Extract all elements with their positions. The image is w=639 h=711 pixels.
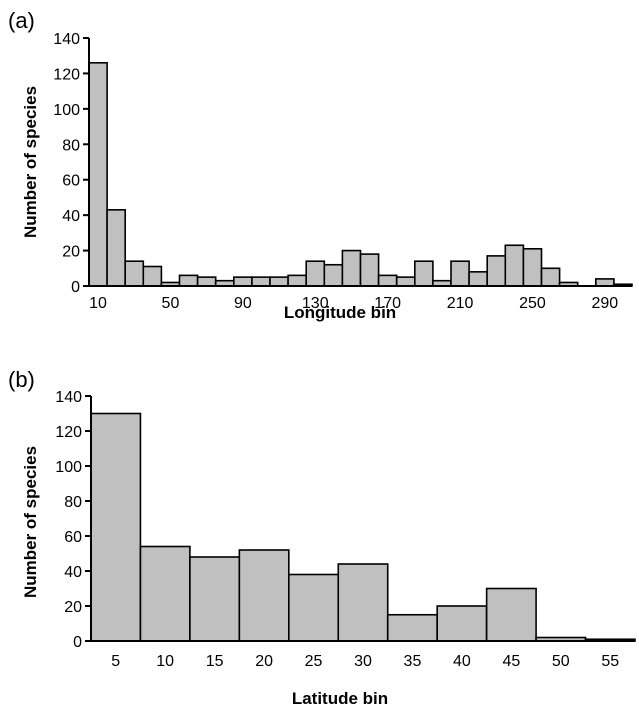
panel-a-bar <box>178 274 199 287</box>
panel-a: (a) 0 20 40 60 80 100 120 140 10 50 90 130 170 210 25… <box>8 8 633 322</box>
panel-b-bar <box>485 587 537 642</box>
panel-b-y-axis-title: Number of species <box>21 446 40 598</box>
panel-a-x-tick-label: 290 <box>591 295 618 312</box>
panel-b-x-tick-label: 10 <box>156 653 174 670</box>
panel-b-y-tick-label: 60 <box>64 529 82 546</box>
panel-a-x-tick-label: 10 <box>89 295 107 312</box>
panel-b-y-tick-label: 20 <box>64 599 82 616</box>
panel-a-x-tick-label: 130 <box>302 295 329 312</box>
panel-b-x-ticks: 5 10 15 20 25 30 35 40 45 50 55 <box>111 653 619 670</box>
panel-b-x-tick-label: 20 <box>255 653 273 670</box>
panel-a-bar <box>106 209 126 287</box>
panel-a-bar <box>305 260 326 287</box>
panel-b-x-tick-label: 40 <box>453 653 471 670</box>
panel-b-y-tick-label: 100 <box>55 459 82 476</box>
panel-b: (b) 0 20 40 60 80 100 120 140 5 10 15 20 25 30 35 40 45… <box>8 367 636 708</box>
panel-a-bar <box>269 276 289 287</box>
panel-b-x-tick-label: 55 <box>601 653 619 670</box>
panel-a-bar <box>196 276 217 287</box>
panel-a-y-tick-label: 140 <box>53 31 80 48</box>
panel-a-bar <box>88 61 108 287</box>
panel-a-y-tick-label: 60 <box>62 173 80 190</box>
panel-a-x-tick-label: 170 <box>374 295 401 312</box>
panel-b-y-tick-label: 80 <box>64 494 82 511</box>
panel-a-bar <box>504 244 525 287</box>
panel-b-y-tick-label: 120 <box>55 424 82 441</box>
panel-a-x-tick-label: 50 <box>162 295 180 312</box>
panel-a-y-tick-label: 20 <box>62 244 80 261</box>
panel-b-bar <box>288 573 340 642</box>
panel-a-bar <box>251 276 271 287</box>
panel-b-bar <box>139 545 191 642</box>
panel-b-bar <box>436 605 488 642</box>
panel-b-x-axis-title: Latitude bin <box>292 689 388 708</box>
panel-a-bar <box>142 265 163 287</box>
panel-a-bar <box>124 260 145 287</box>
panel-b-label: (b) <box>8 367 35 392</box>
panel-a-label: (a) <box>8 8 35 33</box>
panel-b-bar <box>189 556 241 642</box>
panel-b-bar <box>238 549 290 642</box>
panel-a-bar <box>486 255 507 287</box>
panel-a-y-tick-label: 0 <box>71 279 80 296</box>
panel-b-y-tick-label: 140 <box>55 389 82 406</box>
panel-a-y-tick-label: 80 <box>62 137 80 154</box>
panel-a-bar <box>468 271 489 287</box>
panel-a-bar <box>233 276 253 287</box>
panel-a-bar <box>450 260 470 287</box>
panel-b-bar <box>90 412 142 642</box>
panel-b-x-tick-label: 50 <box>552 653 570 670</box>
panel-a-y-ticks: 0 20 40 60 80 100 120 140 <box>53 31 89 296</box>
panel-b-x-tick-label: 15 <box>206 653 224 670</box>
panel-a-bar <box>377 274 398 287</box>
panel-a-bar <box>540 267 561 287</box>
panel-a-bars <box>88 61 633 287</box>
panel-a-y-tick-label: 120 <box>53 66 80 83</box>
panel-a-x-axis-title: Longitude bin <box>284 303 396 322</box>
panel-a-bar <box>413 260 434 287</box>
panel-b-x-tick-label: 30 <box>354 653 372 670</box>
panel-b-y-tick-label: 40 <box>64 564 82 581</box>
panel-b-bars <box>90 412 636 642</box>
panel-b-y-ticks: 0 20 40 60 80 100 120 140 <box>55 389 91 651</box>
panel-b-x-tick-label: 35 <box>404 653 422 670</box>
panel-b-y-tick-label: 0 <box>73 634 82 651</box>
panel-a-bar <box>323 263 344 287</box>
panel-b-x-tick-label: 25 <box>305 653 323 670</box>
panel-b-bar <box>337 563 389 642</box>
panel-b-x-tick-label: 5 <box>111 653 120 670</box>
panel-a-y-tick-label: 40 <box>62 208 80 225</box>
panel-a-bar <box>341 249 362 287</box>
panel-a-x-tick-label: 250 <box>519 295 546 312</box>
panel-a-x-ticks: 10 50 90 130 170 210 250 290 <box>89 295 618 312</box>
panel-a-y-tick-label: 100 <box>53 102 80 119</box>
panel-a-bar <box>359 253 380 287</box>
panel-a-x-tick-label: 90 <box>234 295 252 312</box>
panel-a-bar <box>287 274 308 287</box>
panel-a-bar <box>522 248 543 287</box>
panel-a-bar <box>594 278 615 287</box>
panel-a-bar <box>395 276 416 287</box>
panel-b-bar <box>386 613 438 642</box>
panel-b-x-tick-label: 45 <box>502 653 520 670</box>
panel-a-x-tick-label: 210 <box>447 295 474 312</box>
panel-a-y-axis-title: Number of species <box>21 86 40 238</box>
